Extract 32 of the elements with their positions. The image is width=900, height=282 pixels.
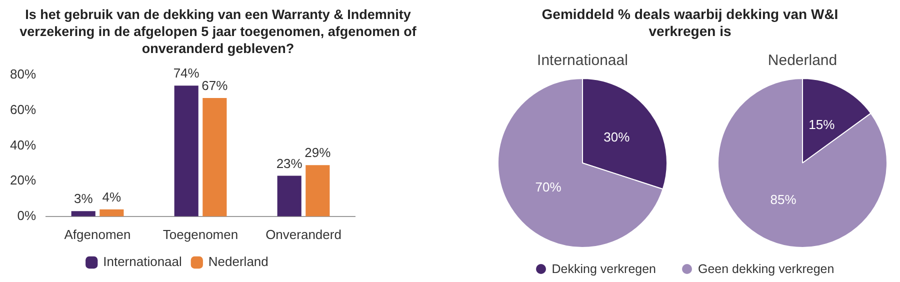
data-label: 23%: [276, 156, 303, 171]
chart-title: Is het gebruik van de dekking van een Warranty & Indemnity verzekering in de afgelopen 5 jaar toegenomen, afgenomen of onveranderd gebleven?: [18, 6, 418, 57]
legend-label: Geen dekking verkregen: [697, 262, 834, 276]
data-label: 3%: [74, 191, 94, 206]
y-tick-label: 80%: [10, 66, 36, 82]
legend-label: Nederland: [208, 254, 268, 270]
data-label: 15%: [808, 116, 836, 132]
data-label: 4%: [102, 189, 122, 204]
x-tick-label: Afgenomen: [64, 226, 131, 242]
x-tick-label: Onveranderd: [266, 226, 342, 242]
y-tick-label: 0%: [17, 208, 36, 223]
y-tick-label: 60%: [10, 102, 36, 117]
bar: [100, 209, 124, 216]
chart-title: Gemiddeld % deals waarbij dekking van W&I verkregen is: [540, 6, 840, 40]
data-label: 70%: [535, 179, 562, 194]
chart-subtitle: Internationaal: [537, 52, 628, 70]
data-label: 30%: [604, 130, 630, 145]
data-label: 74%: [173, 66, 200, 81]
bar: [202, 98, 227, 216]
bar: [174, 86, 198, 216]
y-tick-label: 20%: [10, 172, 36, 188]
x-tick-label: Toegenomen: [162, 226, 238, 242]
data-label: 29%: [304, 145, 332, 160]
data-label: 67%: [202, 78, 228, 94]
data-label: 85%: [770, 192, 797, 208]
bar: [306, 165, 330, 216]
bar: [71, 211, 96, 216]
bar: [277, 176, 302, 216]
chart-subtitle: Nederland: [768, 52, 838, 70]
legend-label: Internationaal: [103, 254, 182, 270]
legend-label: Dekking verkregen: [550, 262, 656, 276]
y-tick-label: 40%: [10, 137, 36, 152]
